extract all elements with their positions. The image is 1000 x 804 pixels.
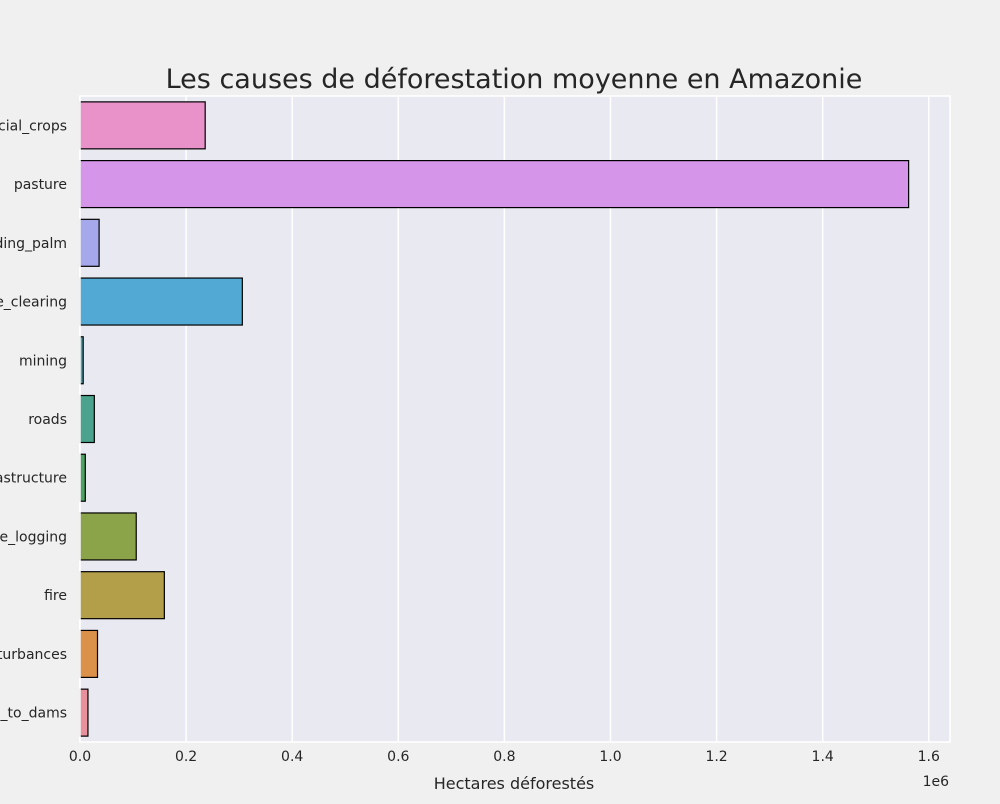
y-tick-label: ding_palm (0, 236, 67, 252)
plot-frame (79, 95, 951, 743)
bar (79, 571, 165, 620)
chart-title: Les causes de déforestation moyenne en A… (166, 64, 863, 95)
bar (79, 688, 89, 737)
x-tick-label: 1.2 (705, 749, 727, 765)
bar (79, 629, 99, 678)
bar (79, 101, 206, 150)
y-tick-label: roads (28, 412, 67, 428)
bar (79, 512, 137, 561)
x-axis-label: Hectares déforestés (434, 774, 595, 793)
x-axis-scale-label: 1e6 (923, 774, 950, 790)
y-tick-label: mining (19, 353, 67, 369)
bar (79, 394, 95, 444)
y-tick-label: astructure (0, 471, 67, 487)
x-tick-label: 0.8 (493, 749, 515, 765)
x-tick-label: 0.6 (387, 749, 409, 765)
bar (79, 277, 243, 326)
y-tick-label: e_clearing (0, 295, 67, 311)
x-tick-label: 1.0 (599, 749, 621, 765)
y-tick-label: e_logging (0, 529, 67, 545)
y-tick-label: turbances (0, 647, 67, 663)
x-tick-label: 1.6 (918, 749, 940, 765)
bar (79, 453, 86, 502)
y-tick-label: pasture (14, 177, 67, 193)
x-tick-label: 1.4 (812, 749, 834, 765)
y-tick-label: fire (44, 588, 67, 604)
bars (79, 101, 910, 737)
bar (79, 218, 100, 267)
y-tick-label: _to_dams (0, 706, 67, 722)
x-tick-label: 0.0 (69, 749, 91, 765)
x-tick-label: 0.2 (175, 749, 197, 765)
x-tick-label: 0.4 (281, 749, 303, 765)
y-tick-label: cial_crops (0, 118, 67, 134)
bar (79, 160, 910, 209)
x-tick-labels: 0.0 0.2 0.4 0.6 0.8 1.0 1.2 1.4 1.6 (69, 749, 940, 765)
